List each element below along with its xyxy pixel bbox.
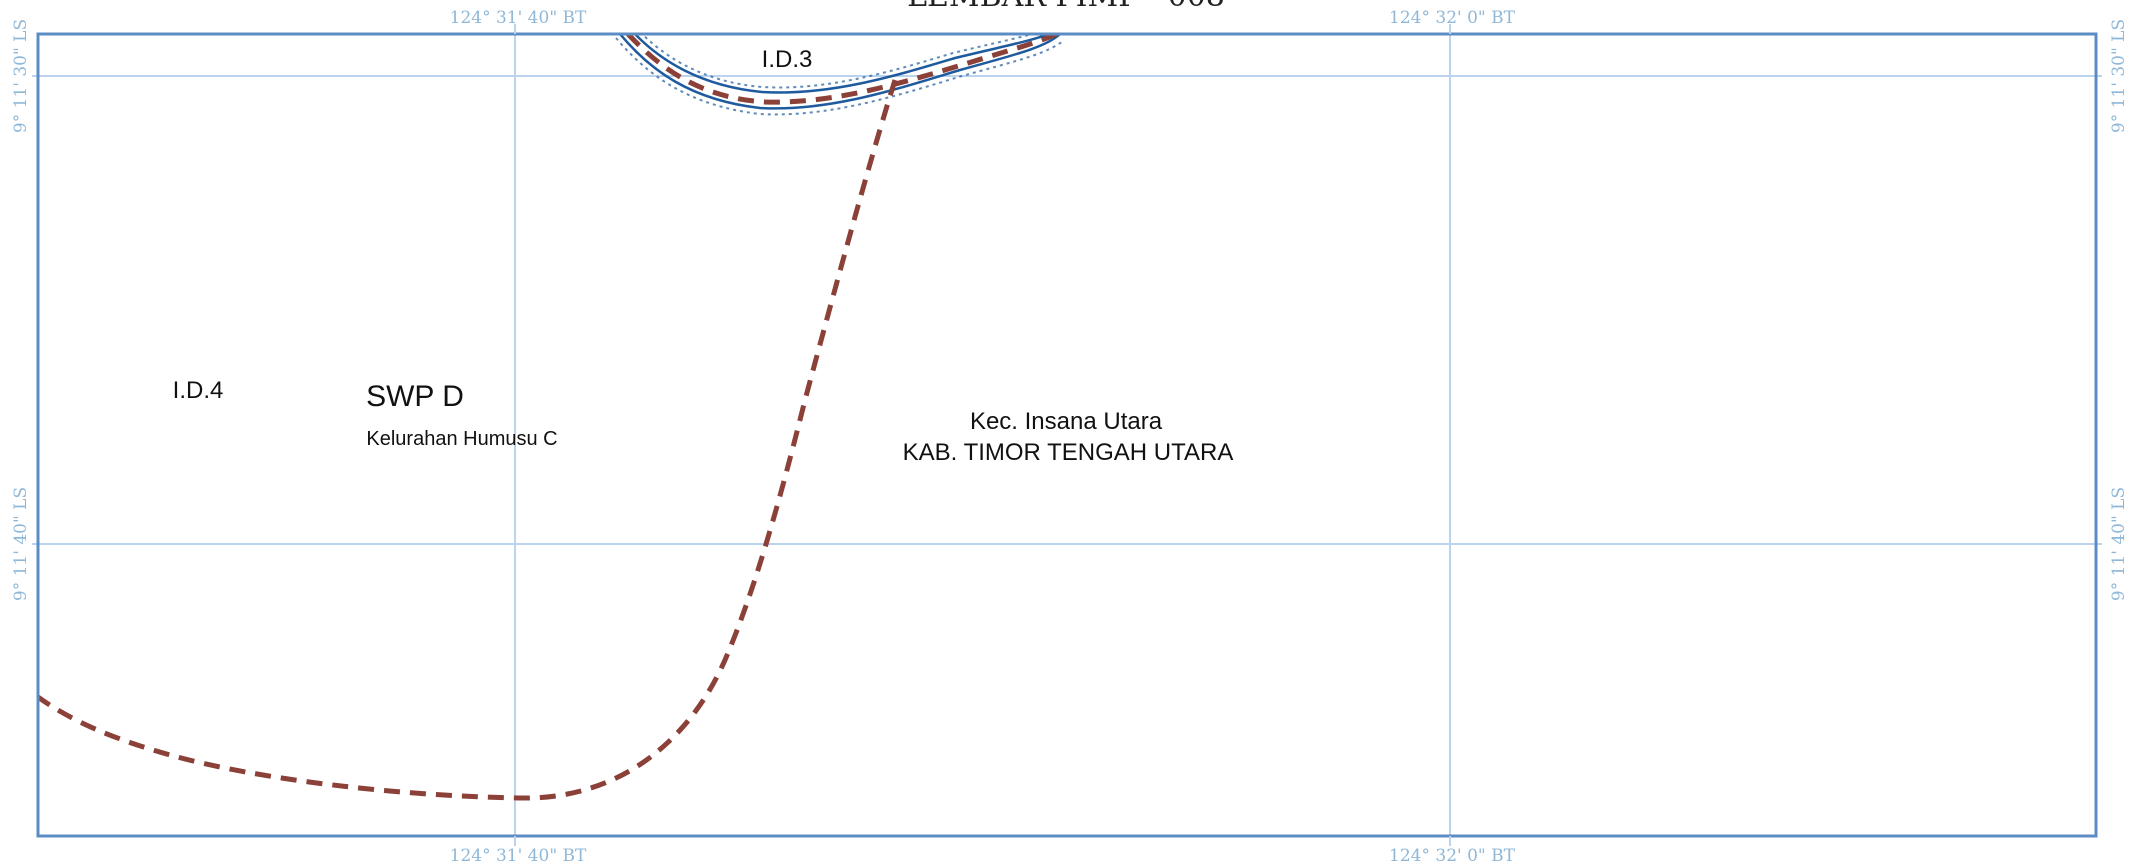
lat-label-right-1: 9° 11' 30" LS: [2109, 19, 2129, 133]
admin-boundary: [38, 34, 1058, 801]
lat-label-right-2: 9° 11' 40" LS: [2109, 487, 2129, 601]
lon-label-bottom-2: 124° 32' 0" BT: [1389, 846, 1516, 866]
lon-label-top-1: 124° 31' 40" BT: [450, 8, 587, 28]
kelurahan-label: Kelurahan Humusu C: [366, 428, 557, 450]
boundary-along-river: [626, 34, 1058, 105]
block-label-id4: I.D.4: [173, 377, 224, 404]
sheet-title: LEMBAR PIMP - 008: [907, 0, 1225, 14]
lat-label-left-2: 9° 11' 40" LS: [11, 487, 31, 601]
boundary-main: [38, 79, 898, 801]
graticule: [32, 28, 2102, 842]
river: [619, 34, 1061, 110]
river-bank-outer: [619, 34, 1061, 110]
river-bank-inner: [634, 34, 1049, 94]
lon-label-bottom-1: 124° 31' 40" BT: [450, 846, 587, 866]
lon-label-top-2: 124° 32' 0" BT: [1389, 8, 1516, 28]
map-frame: [36, 32, 2098, 838]
kecamatan-label: Kec. Insana Utara: [970, 408, 1163, 435]
lat-label-left-1: 9° 11' 30" LS: [11, 19, 31, 133]
block-label-id3: I.D.3: [762, 46, 813, 73]
swp-label: SWP D: [366, 380, 464, 413]
kabupaten-label: KAB. TIMOR TENGAH UTARA: [903, 439, 1234, 466]
river-wave-outer: [615, 37, 1065, 116]
